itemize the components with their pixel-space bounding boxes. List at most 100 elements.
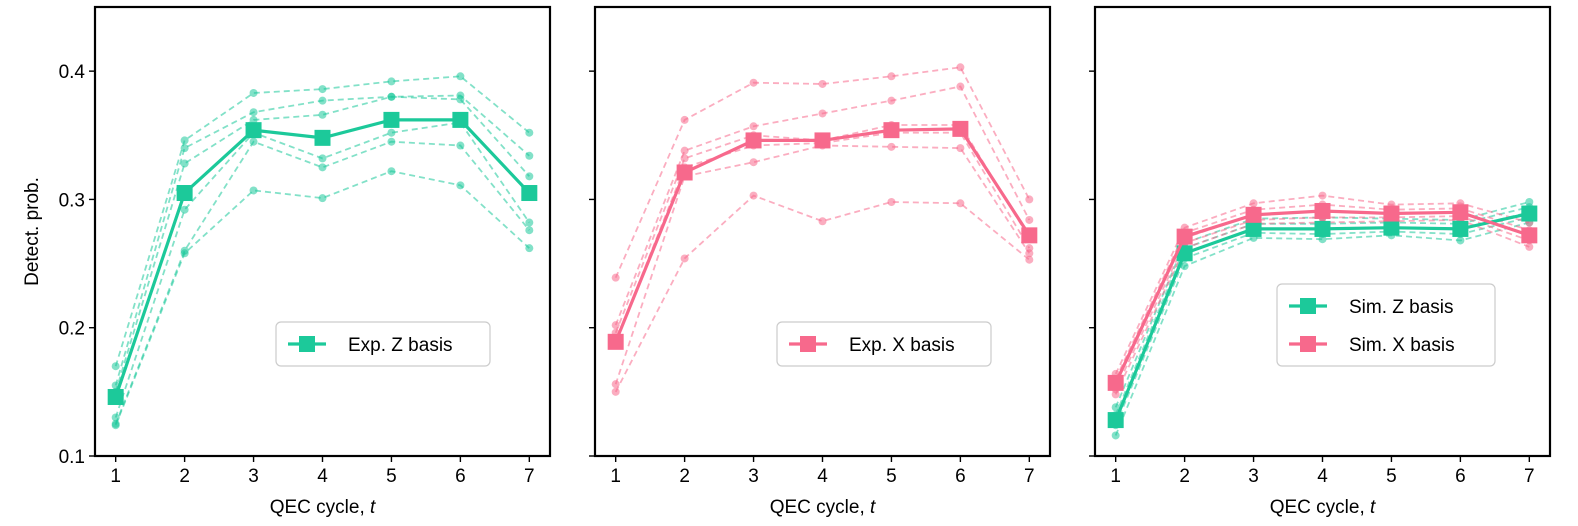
individual-point — [318, 110, 327, 119]
individual-point — [956, 63, 965, 72]
x-tick-label: 4 — [317, 466, 328, 487]
individual-point — [1318, 191, 1327, 200]
individual-series-x-2 — [611, 121, 1034, 337]
y-tick-label: 0.4 — [59, 62, 86, 83]
individual-point — [818, 79, 827, 88]
x-tick-label: 3 — [1248, 466, 1259, 487]
individual-point — [180, 144, 189, 153]
individual-point — [1025, 215, 1034, 224]
mean-series-x — [1107, 202, 1538, 391]
mean-point — [1521, 205, 1538, 222]
mean-point — [1452, 204, 1469, 221]
individual-point — [680, 115, 689, 124]
legend-entry-z: Sim. Z basis — [1289, 297, 1454, 318]
mean-point — [314, 129, 331, 146]
legend-label: Sim. X basis — [1349, 335, 1455, 356]
individual-line — [614, 131, 1031, 343]
legend-entry-x: Sim. X basis — [1289, 335, 1455, 356]
individual-point — [1025, 249, 1034, 258]
individual-point — [387, 137, 396, 146]
individual-point — [749, 122, 758, 131]
individual-point — [611, 380, 620, 389]
mean-point — [1521, 227, 1538, 244]
individual-point — [249, 115, 258, 124]
individual-point — [180, 136, 189, 145]
individual-point — [887, 142, 896, 151]
x-tick-label: 1 — [1110, 466, 1121, 487]
x-tick-label: 3 — [248, 466, 259, 487]
mean-point — [1245, 206, 1262, 223]
individual-point — [680, 254, 689, 263]
individual-point — [1180, 262, 1189, 271]
legend: Exp. Z basis — [275, 321, 491, 367]
individual-point — [1025, 195, 1034, 204]
individual-point — [1318, 235, 1327, 244]
mean-point — [1452, 220, 1469, 237]
mean-point — [1314, 220, 1331, 237]
individual-point — [1249, 199, 1258, 208]
mean-point — [1021, 227, 1038, 244]
individual-point — [318, 163, 327, 172]
individual-point — [456, 181, 465, 190]
mean-point — [745, 132, 762, 149]
individual-point — [456, 72, 465, 81]
individual-point — [887, 197, 896, 206]
individual-series-z-0 — [111, 72, 534, 371]
individual-series-z-5 — [111, 167, 534, 430]
legend-marker — [800, 336, 816, 352]
axes-frame — [593, 5, 1052, 458]
x-tick-label: 6 — [1455, 466, 1466, 487]
panel-exp-z: 1 2 3 4 5 6 7 0.1 0.2 0.3 0.4 QEC cycle, t Detect. p… — [22, 5, 552, 518]
mean-point — [521, 185, 538, 202]
individual-point — [749, 78, 758, 87]
legend-label: Sim. Z basis — [1349, 297, 1454, 318]
individual-point — [180, 159, 189, 168]
individual-point — [249, 137, 258, 146]
individual-point — [1111, 431, 1120, 440]
mean-point — [1176, 228, 1193, 245]
individual-point — [1025, 255, 1034, 264]
x-tick-label: 7 — [1524, 466, 1535, 487]
individual-point — [956, 144, 965, 153]
individual-point — [180, 249, 189, 258]
x-tick-label: 7 — [524, 466, 535, 487]
legend-entry-x: Exp. X basis — [789, 335, 955, 356]
mean-point — [452, 111, 469, 128]
mean-series-x — [607, 120, 1038, 350]
mean-point — [883, 122, 900, 139]
individual-point — [956, 199, 965, 208]
individual-point — [680, 154, 689, 163]
x-tick-label: 7 — [1024, 466, 1035, 487]
mean-series-z — [107, 111, 538, 405]
x-tick-label: 6 — [955, 466, 966, 487]
mean-point — [676, 164, 693, 181]
x-tick-label: 5 — [386, 466, 397, 487]
individual-point — [887, 72, 896, 81]
panel-exp-x: 1 2 3 4 5 6 7 QEC cycle, t Exp. X basis — [589, 5, 1052, 518]
individual-point — [456, 141, 465, 150]
individual-line — [114, 140, 530, 425]
individual-point — [387, 92, 396, 101]
individual-point — [111, 421, 120, 430]
mean-point — [383, 111, 400, 128]
mean-point — [1107, 412, 1124, 429]
individual-point — [387, 167, 396, 176]
x-tick-label: 2 — [1179, 466, 1190, 487]
individual-point — [1456, 236, 1465, 245]
individual-line — [614, 124, 1031, 334]
individual-point — [525, 244, 534, 253]
individual-point — [611, 387, 620, 396]
legend-box — [275, 321, 491, 367]
mean-point — [1245, 220, 1262, 237]
mean-point — [1176, 245, 1193, 262]
individual-point — [111, 362, 120, 371]
y-axis-label: Detect. prob. — [22, 177, 43, 286]
individual-point — [525, 128, 534, 137]
x-axis-label: QEC cycle, t — [270, 497, 376, 518]
individual-series-x-1 — [611, 82, 1034, 330]
individual-point — [318, 96, 327, 105]
individual-point — [887, 96, 896, 105]
legend-label: Exp. X basis — [849, 335, 955, 356]
mean-line — [614, 127, 1031, 343]
